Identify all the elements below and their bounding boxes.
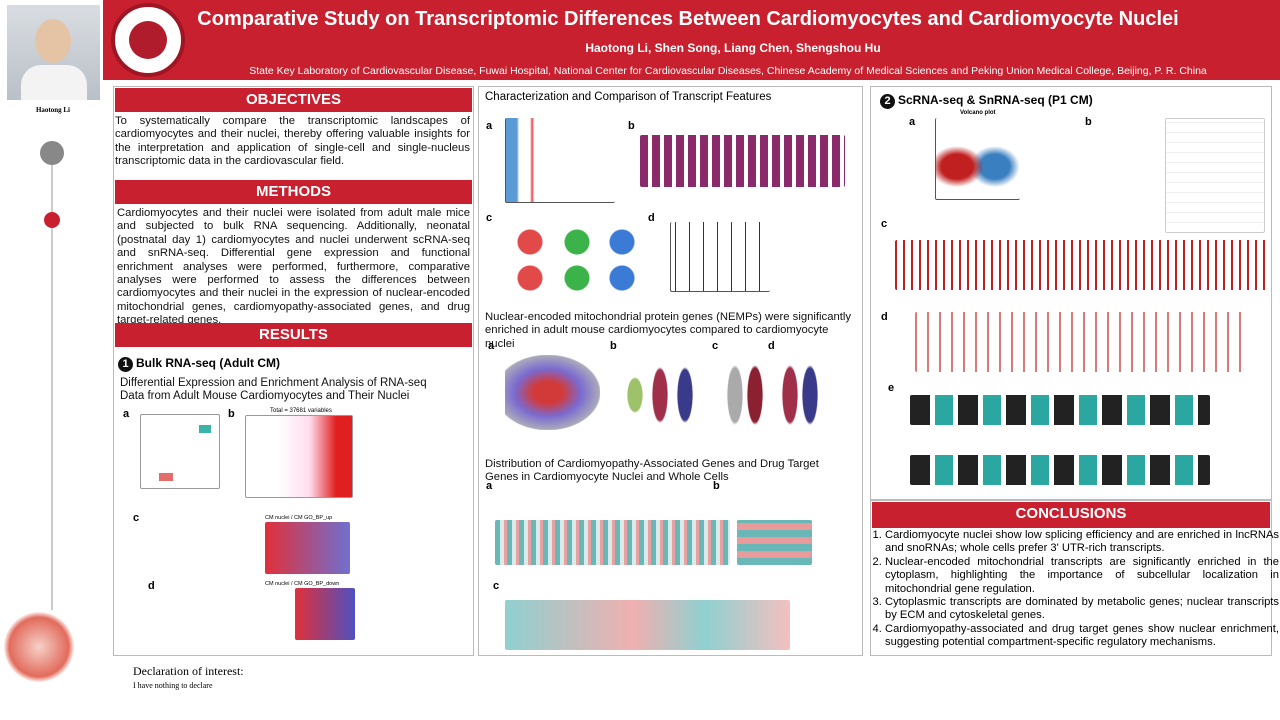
panel-label: d (881, 311, 888, 323)
middle-column (478, 86, 863, 656)
section-heading: CONCLUSIONS (872, 502, 1270, 528)
conclusion-list: Cardiomyocyte nuclei show low splicing e… (872, 529, 1279, 650)
figure-note: Total = 37681 variables (270, 408, 332, 414)
subsection-title: ScRNA-seq & SnRNA-seq (P1 CM) (898, 93, 1093, 107)
figure-note: CM nuclei / CM GO_BP_up (265, 515, 333, 521)
panel-label: a (488, 340, 495, 352)
subsection: 2 ScRNA-seq & SnRNA-seq (P1 CM) (880, 93, 1093, 109)
body-text: To systematically compare the transcript… (115, 115, 470, 168)
authors: Haotong Li, Shen Song, Liang Chen, Sheng… (585, 41, 881, 55)
box-plot (670, 222, 770, 292)
volcano-plot (935, 118, 1020, 200)
subsection-title: Characterization and Comparison of Trans… (485, 91, 772, 103)
pie-grid (512, 228, 642, 298)
presenter: Haotong Li (35, 106, 71, 114)
timeline (51, 150, 53, 610)
dot-plot (895, 240, 1270, 290)
figure-note: Volcano plot (960, 110, 996, 116)
heatmap (505, 600, 790, 650)
panel-label: b (713, 480, 720, 492)
dot-plot (1165, 118, 1265, 233)
declaration-text: I have nothing to declare (133, 681, 213, 690)
volcano-plot (245, 415, 353, 498)
heatmap (495, 520, 730, 565)
body-text: Cardiomyocytes and their nuclei were iso… (117, 207, 470, 327)
dot-plot (915, 312, 1245, 372)
number: 2 (880, 94, 895, 109)
section-heading: OBJECTIVES (115, 88, 472, 112)
subsection: 1 Bulk RNA-seq (Adult CM) (118, 356, 280, 372)
conclusion-item: Cytoplasmic transcripts are dominated by… (885, 596, 1279, 623)
violin-plot (910, 395, 1210, 425)
scatter-plot (505, 355, 600, 430)
panel-label: d (648, 212, 655, 224)
conclusions-box (870, 500, 1272, 656)
conclusion-item: Cardiomyocyte nuclei show low splicing e… (885, 529, 1279, 556)
conclusion-item: Cardiomyopathy-associated and drug targe… (885, 623, 1279, 650)
bar-plot (265, 522, 350, 574)
dot (44, 212, 60, 228)
dot (40, 141, 64, 165)
panel-label: c (133, 512, 140, 524)
declaration-heading: Declaration of interest: (133, 664, 244, 678)
subsection-title: Distribution of Cardiomyopathy-Associate… (485, 458, 819, 484)
panel-label: a (123, 408, 130, 420)
pca-plot (140, 414, 220, 489)
photo (7, 5, 100, 100)
panel-label: c (486, 212, 493, 224)
bar-plot (640, 135, 845, 187)
heatmap (737, 520, 812, 565)
violin-plot (910, 455, 1210, 485)
panel-label: e (888, 382, 895, 394)
header: Comparative Study on Transcriptomic Diff… (103, 0, 1280, 80)
panel-label: a (909, 116, 916, 128)
panel-label: b (1085, 116, 1092, 128)
figure-note: CM nuclei / CM GO_BP_down (265, 581, 340, 587)
title: Comparative Study on Transcriptomic Diff… (197, 8, 1179, 30)
violin-plot (725, 355, 765, 430)
right-column (870, 86, 1272, 500)
body-text: Nuclear-encoded mitochondrial protein ge… (485, 311, 852, 350)
decoration (4, 612, 74, 682)
logo (111, 3, 185, 77)
left-column (113, 86, 474, 656)
panel-label: d (768, 340, 775, 352)
bar-plot (295, 588, 355, 640)
panel-label: a (486, 120, 493, 132)
section-heading: RESULTS (115, 323, 472, 347)
panel-label: d (148, 580, 155, 592)
panel-label: c (493, 580, 500, 592)
bar-plot (505, 118, 615, 203)
panel-label: b (628, 120, 635, 132)
subsection-title: Bulk RNA-seq (Adult CM) (136, 356, 280, 370)
number: 1 (118, 357, 133, 372)
affiliation: State Key Laboratory of Cardiovascular D… (249, 65, 1207, 77)
panel-label: b (228, 408, 235, 420)
subtitle: Differential Expression and Enrichment A… (120, 377, 427, 403)
violin-plot (780, 355, 820, 430)
panel-label: b (610, 340, 617, 352)
panel-label: c (881, 218, 888, 230)
panel-label: a (486, 480, 493, 492)
panel-label: c (712, 340, 719, 352)
violin-plot (620, 355, 700, 430)
conclusion-item: Nuclear-encoded mitochondrial transcript… (885, 556, 1279, 596)
section-heading: METHODS (115, 180, 472, 204)
